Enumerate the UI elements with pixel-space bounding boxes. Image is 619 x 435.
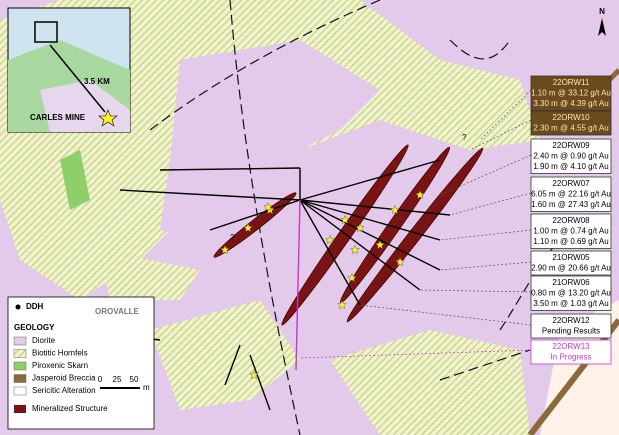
legend-swatch bbox=[13, 386, 27, 396]
drill-labels: 22ORW11 1.10 m @ 33.12 g/t Au3.30 m @ 4.3… bbox=[530, 75, 612, 365]
intercept-star bbox=[355, 222, 365, 233]
intercept-star bbox=[415, 189, 425, 200]
scale-label: 25 bbox=[113, 375, 122, 384]
legend-swatch bbox=[13, 349, 27, 358]
drill-id: 21ORW05 bbox=[552, 253, 590, 262]
drill-id: 22ORW13 bbox=[552, 342, 590, 351]
intercepts bbox=[220, 189, 425, 380]
drill-result: In Progress bbox=[551, 353, 592, 362]
inset-mine: CARLES MINE bbox=[30, 113, 86, 122]
question-mark: ? bbox=[462, 133, 467, 142]
drill-label-box bbox=[530, 138, 612, 174]
drill-holes bbox=[79, 159, 451, 411]
inset-distance: 3.5 KM bbox=[84, 77, 110, 86]
intercept-star bbox=[340, 214, 350, 225]
legend-heading: GEOLOGY bbox=[14, 323, 55, 332]
drill-label-box bbox=[530, 213, 612, 249]
leader-lines bbox=[299, 89, 532, 359]
drill-result: 1.10 m @ 0.69 g/t Au bbox=[533, 237, 608, 246]
legend-swatch bbox=[13, 336, 27, 346]
drill-result: 6.05 m @ 22.16 g/t Au bbox=[531, 190, 611, 199]
legend: DDH OROVALLE GEOLOGY Mineralized Structu… bbox=[7, 296, 155, 430]
north-arrow: N bbox=[598, 7, 606, 36]
intercept-star bbox=[243, 222, 253, 233]
intercept-star bbox=[325, 234, 335, 245]
drill-result: 0.80 m @ 13.20 g/t Au bbox=[531, 289, 611, 298]
drill-id: 22ORW09 bbox=[552, 141, 590, 150]
drill-id: 22ORW10 bbox=[552, 113, 590, 122]
legend-ddh: DDH bbox=[26, 302, 44, 311]
drill-result: 3.50 m @ 1.03 g/t Au bbox=[533, 299, 608, 308]
legend-label: Biotitic Hornfels bbox=[32, 349, 88, 358]
drill-id: 22ORW11 bbox=[553, 78, 590, 87]
drill-id: 22ORW12 bbox=[552, 316, 590, 325]
drill-label-box bbox=[530, 110, 612, 136]
logo: OROVALLE bbox=[95, 307, 140, 316]
drill-label-box bbox=[530, 275, 612, 311]
legend-label: Jasperoid Breccia bbox=[32, 374, 96, 383]
drill-id: 22ORW07 bbox=[552, 179, 590, 188]
scale-label: 50 bbox=[130, 375, 139, 384]
drill-id: 22ORW08 bbox=[552, 216, 590, 225]
legend-swatch bbox=[13, 374, 27, 383]
drill-label-box bbox=[530, 250, 612, 276]
drill-result: 2.30 m @ 4.55 g/t Au bbox=[533, 124, 608, 133]
drill-result: 1.90 m @ 4.10 g/t Au bbox=[533, 162, 608, 171]
drill-label-box bbox=[530, 313, 612, 339]
intercept-star bbox=[263, 201, 273, 212]
scale-label: m bbox=[143, 383, 150, 392]
legend-swatch bbox=[13, 361, 27, 371]
drill-result: Pending Results bbox=[542, 327, 600, 336]
drill-result: 3.30 m @ 4.39 g/t Au bbox=[533, 99, 608, 108]
drill-label-box bbox=[530, 339, 612, 365]
intercept-star bbox=[220, 244, 230, 255]
drill-result: 1.60 m @ 27.43 g/t Au bbox=[531, 200, 611, 209]
intercept-star bbox=[350, 244, 360, 255]
intercept-star bbox=[395, 256, 405, 267]
intercept-star bbox=[249, 369, 259, 380]
north-label: N bbox=[599, 7, 605, 16]
intercept-star bbox=[337, 299, 347, 310]
drill-label-box bbox=[530, 176, 612, 212]
drill-result: 1.10 m @ 33.12 g/t Au bbox=[531, 89, 611, 98]
drill-id: 21ORW06 bbox=[552, 278, 590, 287]
legend-label: Piroxenic Skarn bbox=[32, 361, 88, 370]
drill-result: 1.00 m @ 0.74 g/t Au bbox=[533, 227, 608, 236]
legend-label: Sericitic Alteration bbox=[32, 386, 96, 395]
question-mark: ? bbox=[230, 233, 235, 242]
legend-mineralized: Mineralized Structure bbox=[32, 404, 108, 413]
intercept-star bbox=[347, 272, 357, 283]
inset-map: 3.5 KM CARLES MINE bbox=[7, 7, 131, 133]
intercept-star bbox=[375, 239, 385, 250]
legend-label: Diorite bbox=[32, 336, 56, 345]
drill-result: 2.90 m @ 20.66 g/t Au bbox=[531, 264, 611, 273]
intercept-star bbox=[390, 204, 400, 215]
drill-result: 2.40 m @ 0.90 g/t Au bbox=[533, 152, 608, 161]
scale-label: 0 bbox=[98, 375, 103, 384]
drill-label-box bbox=[530, 75, 612, 111]
